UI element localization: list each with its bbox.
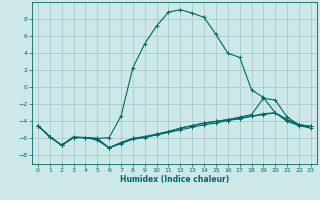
X-axis label: Humidex (Indice chaleur): Humidex (Indice chaleur) <box>120 175 229 184</box>
